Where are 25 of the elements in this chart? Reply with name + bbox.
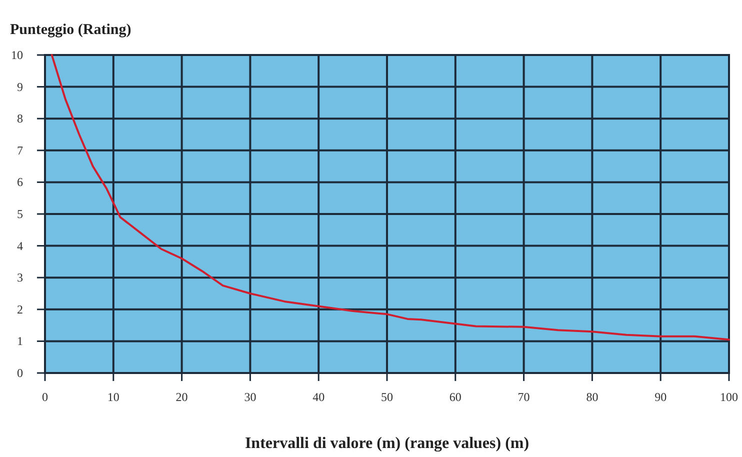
- x-tick-label: 10: [107, 390, 120, 404]
- x-tick-label: 30: [244, 390, 256, 404]
- x-tick-label: 20: [176, 390, 188, 404]
- x-tick-label: 70: [518, 390, 530, 404]
- x-tick-label: 80: [586, 390, 598, 404]
- x-tick-label: 60: [449, 390, 462, 404]
- y-tick-label: 0: [17, 366, 23, 380]
- x-tick-label: 90: [654, 390, 667, 404]
- x-tick-label: 100: [720, 390, 738, 404]
- y-tick-label: 8: [17, 112, 23, 126]
- x-tick-label: 0: [42, 390, 48, 404]
- y-tick-label: 9: [17, 80, 23, 94]
- x-tick-label: 40: [312, 390, 325, 404]
- y-tick-label: 10: [11, 48, 23, 62]
- y-tick-label: 3: [17, 270, 23, 285]
- x-tick-label: 50: [381, 390, 393, 404]
- y-tick-label: 2: [17, 302, 23, 316]
- line-series: [50, 54, 730, 341]
- y-tick-label: 4: [17, 238, 23, 253]
- y-tick-label: 7: [17, 143, 23, 158]
- x-axis-title: Intervalli di valore (m) (range values) (m): [244, 435, 530, 452]
- y-tick-label: 1: [17, 334, 23, 348]
- y-tick-label: 6: [17, 175, 23, 190]
- y-axis-title: Punteggio (Rating): [10, 22, 132, 38]
- y-tick-label: 5: [17, 207, 23, 221]
